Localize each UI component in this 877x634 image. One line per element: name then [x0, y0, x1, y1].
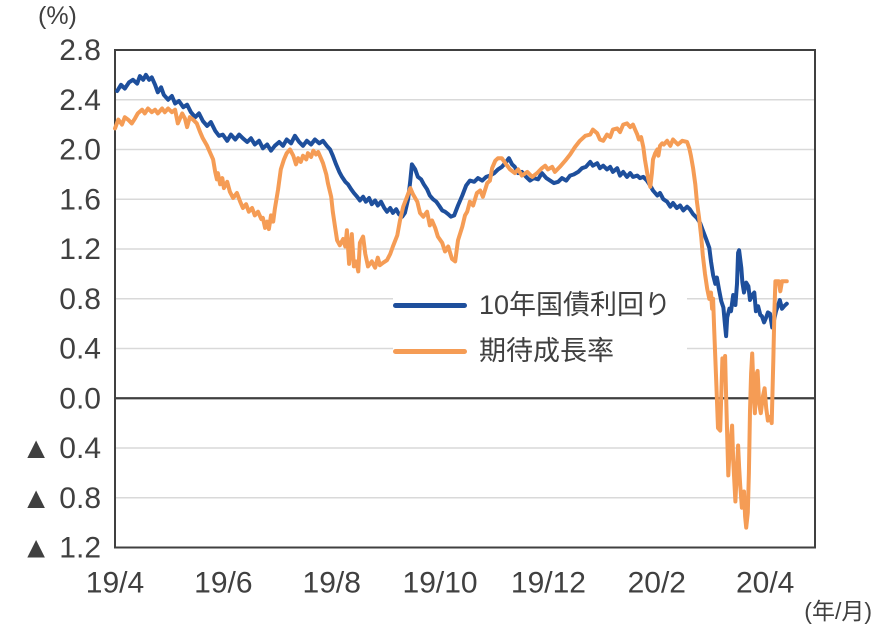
plot-border	[114, 49, 816, 549]
y-tick-label: 2.8	[59, 34, 101, 67]
bond-yield-line-swatch	[393, 302, 467, 308]
y-tick-label: 1.6	[59, 183, 101, 216]
x-tick-label: 19/10	[403, 567, 478, 600]
y-tick-label: 2.4	[59, 84, 101, 117]
y-tick-label: ▲ 0.4	[21, 432, 101, 465]
series-line-bond-yield	[115, 72, 789, 339]
y-tick-label: ▲ 0.8	[21, 482, 101, 515]
legend-label-expected-growth: 期待成長率	[479, 336, 614, 367]
x-tick-label: 19/12	[511, 567, 586, 600]
y-tick-label: ▲ 1.2	[21, 532, 101, 565]
y-tick-label: 0.0	[59, 382, 101, 415]
series-line-expected-growth	[113, 106, 789, 530]
x-tick-label: 19/6	[194, 567, 252, 600]
y-tick-label: 1.2	[59, 233, 101, 266]
y-axis-unit-label: (%)	[38, 2, 77, 30]
x-tick-label: 20/4	[736, 567, 794, 600]
legend-item-bond-yield: 10年国債利回り	[393, 289, 687, 320]
y-tick-label: 2.0	[59, 134, 101, 167]
x-axis-unit-label: (年/月)	[804, 598, 872, 624]
expected-growth-line-swatch	[393, 349, 467, 355]
x-tick-label: 20/2	[628, 567, 686, 600]
chart-legend: 10年国債利回り 期待成長率	[393, 282, 687, 375]
x-tick-label: 19/4	[86, 567, 144, 600]
y-tick-label: 0.8	[59, 283, 101, 316]
y-tick-label: 0.4	[59, 333, 101, 366]
legend-item-expected-growth: 期待成長率	[393, 338, 687, 365]
x-tick-label: 19/8	[303, 567, 361, 600]
legend-label-bond-yield: 10年国債利回り	[479, 289, 672, 320]
